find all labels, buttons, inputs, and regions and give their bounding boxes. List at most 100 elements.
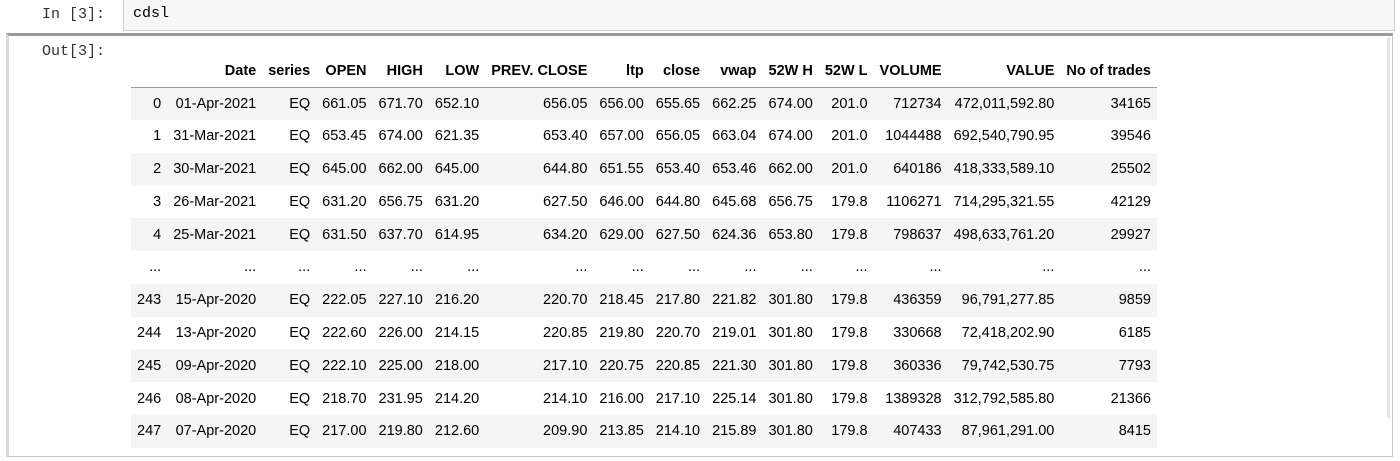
table-cell: 653.40 — [543, 128, 588, 145]
table-cell: 614.95 — [434, 226, 480, 243]
table-cell: 436359 — [893, 292, 942, 309]
table-cell: ... — [1138, 259, 1151, 276]
table-cell: 217.00 — [322, 423, 367, 440]
table-cell: 29927 — [1110, 226, 1151, 243]
table-row: 243 15-Apr-2020 EQ 222.05 227.10 216.20 220.70… — [131, 283, 1157, 317]
table-cell: 662.00 — [378, 160, 423, 177]
table-cell: 26-Mar-2021 — [173, 193, 257, 210]
table-header: Date series OPEN HIGH LOW PREV. CLOSE ltp close… — [131, 56, 1157, 88]
table-cell: 7793 — [1118, 357, 1151, 374]
table-cell: 645.00 — [434, 160, 480, 177]
table-cell: 301.80 — [768, 423, 813, 440]
table-cell: 07-Apr-2020 — [175, 423, 257, 440]
table-cell: ... — [744, 259, 757, 276]
table-cell: 1389328 — [885, 390, 942, 407]
table-cell: 213.85 — [599, 423, 644, 440]
table-cell: 312,792,585.80 — [953, 390, 1055, 407]
table-cell: 219.80 — [378, 423, 423, 440]
table-cell: ... — [855, 259, 868, 276]
table-cell: 179.8 — [831, 324, 868, 341]
table-cell: 621.35 — [434, 128, 480, 145]
table-cell: 214.10 — [543, 390, 588, 407]
table-cell: 220.85 — [543, 324, 588, 341]
table-cell: 214.15 — [434, 324, 480, 341]
column-header: 52W L — [818, 56, 874, 88]
row-index: 3 — [153, 193, 162, 210]
table-cell: ... — [467, 259, 480, 276]
table-cell: 629.00 — [599, 226, 644, 243]
table-cell: 360336 — [893, 357, 942, 374]
table-cell: 218.45 — [599, 292, 644, 309]
table-cell: 9859 — [1118, 292, 1151, 309]
table-cell: 301.80 — [768, 292, 813, 309]
table-cell: 220.85 — [655, 357, 701, 374]
table-cell: 218.00 — [434, 357, 480, 374]
table-cell: 96,791,277.85 — [961, 292, 1055, 309]
table-cell: 656.75 — [378, 193, 423, 210]
table-cell: 498,633,761.20 — [953, 226, 1055, 243]
table-cell: ... — [244, 259, 257, 276]
row-index: 2 — [153, 160, 162, 177]
table-cell: 692,540,790.95 — [953, 128, 1055, 145]
table-cell: 674.00 — [768, 128, 813, 145]
table-cell: EQ — [289, 128, 311, 145]
table-cell: ... — [631, 259, 644, 276]
table-cell: EQ — [289, 390, 311, 407]
table-cell: 39546 — [1110, 128, 1151, 145]
table-cell: 30-Mar-2021 — [173, 160, 257, 177]
table-cell: 655.65 — [655, 95, 701, 112]
table-cell: 21366 — [1110, 390, 1151, 407]
table-cell: 15-Apr-2020 — [175, 292, 257, 309]
table-cell: EQ — [289, 324, 311, 341]
table-cell: EQ — [289, 292, 311, 309]
table-cell: 627.50 — [543, 193, 588, 210]
table-cell: 640186 — [893, 160, 942, 177]
column-header: PREV. CLOSE — [485, 56, 594, 88]
table-cell: 179.8 — [831, 226, 868, 243]
table-cell: 220.75 — [599, 357, 644, 374]
column-header: close — [649, 56, 707, 88]
row-index: 245 — [137, 357, 162, 374]
table-cell: 220.70 — [655, 324, 701, 341]
table-cell: 218.70 — [322, 390, 367, 407]
table-cell: 209.90 — [543, 423, 588, 440]
table-cell: 674.00 — [378, 128, 423, 145]
table-cell: EQ — [289, 95, 311, 112]
table-cell: 662.00 — [768, 160, 813, 177]
row-index: 1 — [153, 128, 162, 145]
table-cell: EQ — [289, 226, 311, 243]
table-cell: 651.55 — [599, 160, 644, 177]
table-cell: 225.00 — [378, 357, 423, 374]
table-cell: 214.20 — [434, 390, 480, 407]
table-row: ........................................… — [131, 250, 1157, 284]
table-cell: 653.45 — [322, 128, 367, 145]
table-cell: 671.70 — [378, 95, 423, 112]
table-cell: 215.89 — [712, 423, 757, 440]
table-cell: 179.8 — [831, 390, 868, 407]
table-row: 247 07-Apr-2020 EQ 217.00 219.80 212.60 209.90… — [131, 414, 1157, 448]
table-cell: ... — [354, 259, 367, 276]
table-cell: ... — [688, 259, 701, 276]
table-cell: 653.40 — [655, 160, 701, 177]
table-cell: 631.20 — [434, 193, 480, 210]
code-input-cell[interactable]: cdsl — [123, 0, 1395, 31]
table-cell: 663.04 — [712, 128, 757, 145]
table-cell: ... — [929, 259, 942, 276]
table-row: 0 01-Apr-2021 EQ 661.05 671.70 652.10 656.05 65… — [131, 87, 1157, 120]
table-cell: 25502 — [1110, 160, 1151, 177]
table-row: 244 13-Apr-2020 EQ 222.60 226.00 214.15 220.85… — [131, 316, 1157, 350]
table-cell: 301.80 — [768, 390, 813, 407]
table-cell: 637.70 — [378, 226, 423, 243]
table-cell: 418,333,589.10 — [953, 160, 1055, 177]
table-cell: 644.80 — [655, 193, 701, 210]
table-cell: 214.10 — [655, 423, 701, 440]
column-header: 52W H — [762, 56, 819, 88]
table-cell: 330668 — [893, 324, 942, 341]
table-cell: 634.20 — [543, 226, 588, 243]
table-cell: 222.05 — [322, 292, 367, 309]
output-scrollbar[interactable] — [1387, 38, 1390, 418]
table-row: 4 25-Mar-2021 EQ 631.50 637.70 614.95 634.20 62… — [131, 218, 1157, 251]
table-cell: 656.05 — [655, 128, 701, 145]
column-header: VALUE — [947, 56, 1061, 88]
table-cell: ... — [575, 259, 588, 276]
